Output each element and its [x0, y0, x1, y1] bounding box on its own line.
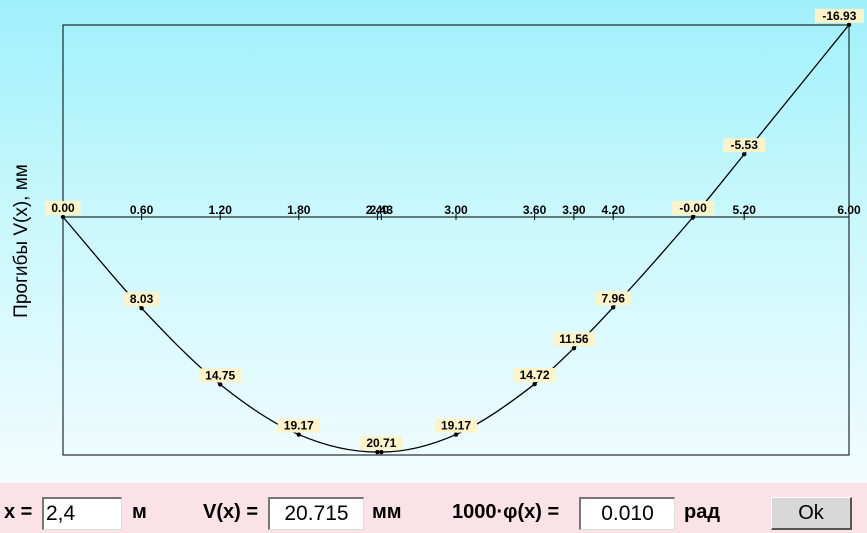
- x-tick-label: 2.40: [366, 203, 390, 217]
- data-point: [60, 214, 66, 220]
- value-label-box: [45, 201, 81, 215]
- value-label: 19.17: [435, 418, 477, 433]
- x-tick-label: 4.20: [602, 203, 626, 217]
- deflection-curve: [62, 24, 850, 453]
- control-bar: [0, 483, 867, 533]
- x-tick-label: 6.00: [837, 203, 861, 217]
- y-axis-label: Прогибы V(x), мм: [11, 164, 32, 318]
- value-label: 14.75: [199, 368, 242, 383]
- x-tick-label: 1.80: [287, 203, 311, 217]
- value-label: -0.00: [672, 201, 715, 215]
- x-unit: м: [132, 501, 147, 523]
- ok-button[interactable]: Ok: [771, 497, 852, 530]
- value-label-text: 7.96: [602, 291, 626, 305]
- data-point: [611, 305, 616, 310]
- data-point: [296, 432, 301, 437]
- v-unit: мм: [372, 501, 402, 523]
- value-label-box: [277, 418, 320, 433]
- v-label: V(x) =: [203, 501, 259, 523]
- data-point: [375, 449, 380, 455]
- data-point: [453, 432, 459, 437]
- value-label-box: [360, 436, 403, 451]
- value-label-box: [552, 332, 595, 347]
- value-label: -5.53: [723, 138, 766, 153]
- value-label-text: 19.17: [284, 419, 314, 433]
- value-label: 20.71: [360, 436, 403, 451]
- plot-frame: [62, 24, 850, 456]
- x-tick-label: 3.90: [562, 203, 586, 217]
- phi-label: 1000·φ(x) =: [452, 501, 560, 523]
- value-label-text: -5.53: [731, 138, 759, 152]
- x-input[interactable]: [42, 497, 122, 530]
- value-label: 11.56: [552, 332, 595, 347]
- value-label-box: [435, 418, 477, 433]
- data-point: [139, 305, 144, 311]
- v-value-field: 20.715: [268, 497, 364, 530]
- data-point: [379, 449, 384, 455]
- value-label-text: 19.17: [441, 419, 471, 433]
- plot-area: 0.00 0.60 1.20 1.80 2.402.43 3.00 3.60 3.90 4.20…: [0, 0, 867, 483]
- value-label: 0.00: [45, 201, 81, 215]
- value-label: -16.93: [814, 8, 864, 23]
- data-point: [532, 381, 537, 387]
- value-label-box: [513, 368, 556, 383]
- value-label-text: 20.71: [366, 436, 396, 450]
- value-label-text: 14.75: [205, 368, 235, 382]
- x-tick-label: 1.20: [209, 203, 233, 217]
- value-label-text: 8.03: [130, 292, 154, 306]
- data-point: [218, 382, 223, 387]
- value-label: 8.03: [124, 292, 159, 307]
- data-point: [742, 152, 747, 157]
- value-label-text: 11.56: [559, 332, 589, 346]
- value-label: 14.72: [513, 368, 556, 383]
- value-label-box: [595, 291, 631, 306]
- data-point: [846, 22, 852, 28]
- value-label-text: -16.93: [822, 9, 856, 23]
- x-tick-label: 2.43: [370, 203, 394, 217]
- x-tick-label: 3.00: [444, 203, 468, 217]
- value-label-box: [723, 138, 766, 153]
- x-tick-label: 0.60: [130, 203, 154, 217]
- value-label-text: 0.00: [51, 201, 75, 215]
- value-label-box: [672, 201, 715, 215]
- data-point: [571, 346, 577, 351]
- value-label: 7.96: [595, 291, 631, 306]
- value-label-box: [814, 8, 864, 23]
- phi-value-field: 0.010: [579, 497, 675, 530]
- phi-unit: рад: [684, 501, 721, 523]
- deflection-chart: 0.00 0.60 1.20 1.80 2.402.43 3.00 3.60 3.90 4.20…: [45, 8, 864, 456]
- x-tick-label: 3.60: [523, 203, 547, 217]
- value-label-box: [199, 368, 242, 383]
- x-tick-label: 5.20: [733, 203, 757, 217]
- value-label-text: 14.72: [520, 368, 550, 382]
- x-label: x =: [4, 501, 33, 523]
- value-label: 19.17: [277, 418, 320, 433]
- value-label-box: [124, 292, 159, 307]
- value-label-text: -0.00: [679, 201, 707, 215]
- data-point: [690, 214, 696, 220]
